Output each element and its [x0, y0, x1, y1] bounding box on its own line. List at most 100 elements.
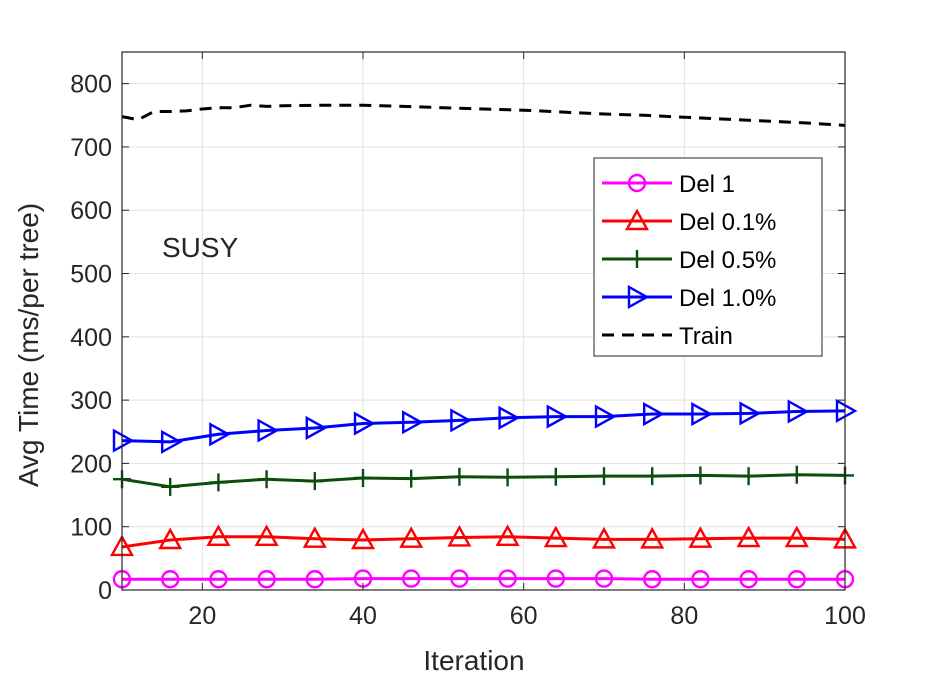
data-point: [640, 526, 665, 549]
legend-label: Del 0.5%: [679, 247, 776, 274]
x-tick-label: 60: [510, 602, 538, 630]
ticks: [122, 52, 846, 591]
y-tick-label: 700: [70, 134, 112, 162]
data-point: [450, 467, 469, 486]
data-point: [495, 524, 520, 547]
data-point: [595, 467, 613, 486]
data-point: [736, 525, 761, 548]
legend-label: Del 0.1%: [679, 209, 776, 236]
legend-marker: [627, 173, 647, 193]
data-point: [739, 401, 762, 426]
x-tick-label: 80: [670, 602, 698, 630]
y-tick-label: 100: [70, 514, 112, 542]
data-point: [302, 526, 327, 548]
legend-label: Del 1: [679, 171, 735, 198]
y-tick-label: 800: [70, 71, 112, 99]
x-tick-label: 20: [188, 602, 216, 630]
legend-item: Del 0.1%: [602, 208, 776, 236]
y-tick-label: 200: [70, 450, 112, 478]
data-point: [209, 570, 228, 589]
data-point: [112, 428, 135, 453]
data-point: [305, 415, 328, 441]
data-point: [209, 422, 231, 447]
series-line: [121, 473, 846, 489]
data-point: [594, 569, 614, 588]
susy-annotation: SUSY: [162, 232, 239, 263]
data-point: [739, 570, 758, 589]
y-tick-label: 400: [70, 324, 112, 352]
grid: [122, 52, 846, 590]
tick-labels: 0 100 200 300 400 500 600 700 800 20 40 60 80 100: [70, 71, 866, 630]
data-point: [591, 526, 617, 549]
data-point: [643, 402, 665, 427]
data-point: [254, 524, 279, 547]
data-point: [643, 467, 662, 486]
legend-item: Del 1: [602, 171, 735, 198]
data-point: [691, 466, 710, 485]
data-point: [546, 467, 565, 486]
series-line: [121, 103, 846, 127]
legend-item: Del 1.0%: [602, 284, 776, 312]
data-point: [546, 569, 565, 588]
data-point: [402, 469, 421, 488]
legend-box: [593, 157, 823, 357]
series-line: [121, 409, 846, 444]
data-point: [739, 467, 758, 486]
data-point: [305, 472, 324, 491]
legend-marker: [624, 208, 650, 231]
series-line: [121, 535, 846, 549]
data-point: [158, 527, 183, 550]
data-point: [787, 465, 806, 484]
data-point: [643, 570, 662, 589]
data-point: [257, 418, 280, 443]
y-tick-label: 500: [70, 261, 112, 289]
data-point: [206, 524, 231, 547]
x-axis-title: Iteration: [423, 645, 524, 676]
data-point: [498, 405, 521, 430]
legend-item: Del 0.5%: [602, 247, 776, 274]
data-point: [691, 402, 713, 427]
data-point: [787, 399, 810, 424]
data-point: [447, 524, 472, 547]
legend-label: Train: [679, 323, 733, 350]
legend-marker: [627, 284, 650, 310]
data-point: [161, 477, 180, 496]
data-point: [450, 408, 472, 433]
legend-item: Train: [602, 323, 733, 350]
data-point: [498, 468, 517, 487]
data-point: [835, 398, 858, 423]
data-point: [784, 525, 809, 548]
y-tick-label: 600: [70, 197, 112, 225]
x-tick-label: 100: [824, 602, 866, 630]
data-point: [691, 570, 710, 589]
series-del-1-0-: [112, 398, 858, 454]
data-point: [353, 411, 376, 436]
legend: Del 1 Del 0.1% Del 0.5% Del 1.0% Train: [593, 157, 823, 357]
data-point: [688, 526, 713, 548]
series-del-0-5-: [113, 465, 854, 496]
data-point: [402, 569, 421, 588]
legend-label: Del 1.0%: [679, 285, 776, 312]
data-point: [350, 527, 376, 550]
data-point: [257, 470, 276, 489]
data-point: [543, 525, 568, 548]
data-point: [402, 410, 424, 435]
data-point: [305, 570, 324, 589]
data-point: [209, 473, 228, 492]
series-train: [121, 103, 846, 127]
y-axis-title: Avg Time (ms/per tree): [13, 203, 44, 487]
data-point: [450, 569, 469, 588]
data-point: [160, 570, 180, 589]
data-point: [354, 468, 372, 487]
data-point: [160, 429, 183, 454]
data-point: [498, 569, 517, 588]
y-tick-label: 0: [98, 577, 112, 605]
data-point: [399, 526, 424, 548]
series-line: [122, 577, 845, 581]
data-point: [594, 404, 617, 429]
plot-frame: [121, 51, 846, 591]
data-point: [257, 570, 276, 589]
legend-marker: [628, 250, 646, 268]
data-point: [546, 404, 569, 429]
